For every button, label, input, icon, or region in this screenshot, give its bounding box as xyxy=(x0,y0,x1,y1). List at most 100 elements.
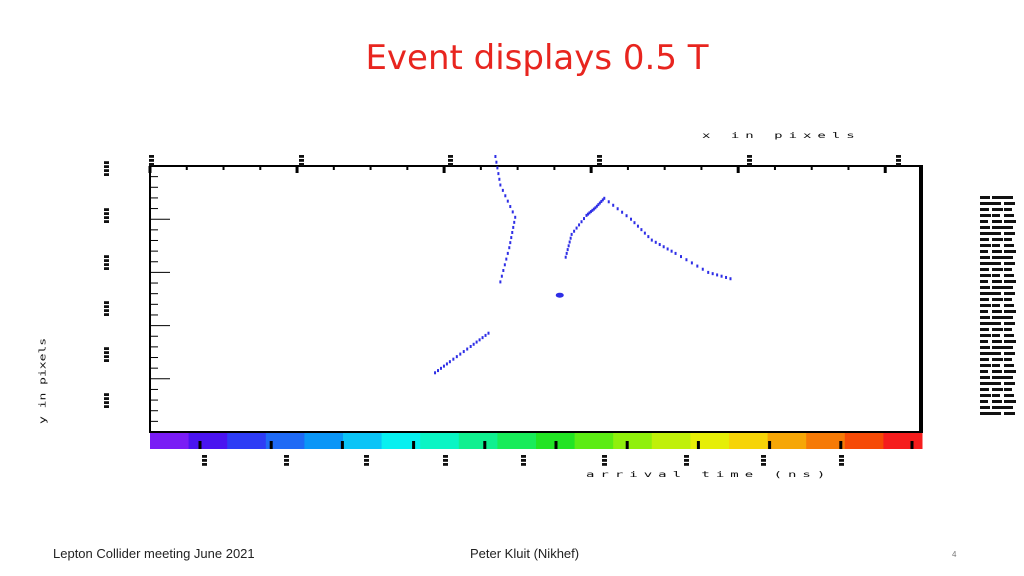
side-info-glyph xyxy=(980,280,988,283)
track-hit xyxy=(462,350,465,354)
track-hit xyxy=(475,340,478,344)
side-info-glyph xyxy=(1004,304,1014,307)
track-hit xyxy=(707,270,710,274)
side-info-glyph xyxy=(1004,298,1012,301)
track-hit xyxy=(633,221,636,225)
color-scale-tick-label xyxy=(761,455,766,466)
track-hit xyxy=(487,331,490,335)
track-hit xyxy=(583,217,586,221)
side-info-glyph xyxy=(992,370,1002,373)
track-hit xyxy=(564,255,567,259)
side-info-glyph xyxy=(980,238,989,241)
side-info-glyph xyxy=(980,304,991,307)
tick-label-glyph xyxy=(747,159,752,162)
tick-label-glyph xyxy=(104,301,109,304)
color-scale-segment xyxy=(844,433,884,449)
side-info-glyph xyxy=(1004,400,1016,403)
track-hit xyxy=(500,274,503,278)
color-scale-segment xyxy=(690,433,730,449)
side-info-glyph xyxy=(980,256,990,259)
side-info-glyph xyxy=(980,316,990,319)
side-info-glyph xyxy=(980,262,992,265)
color-scale-tick-label xyxy=(284,455,289,466)
tick-label-glyph xyxy=(521,463,526,466)
footer-meeting: Lepton Collider meeting June 2021 xyxy=(53,546,255,561)
color-scale-segment xyxy=(227,433,267,449)
side-info-glyph xyxy=(992,304,1000,307)
side-info-glyph xyxy=(1004,310,1016,313)
side-info-glyph xyxy=(1004,268,1012,271)
track-hit xyxy=(504,194,507,198)
side-info-glyph xyxy=(1004,370,1016,373)
tick-label-glyph xyxy=(104,173,109,176)
track-hit xyxy=(508,246,511,250)
tick-label-glyph xyxy=(896,159,901,162)
tick-label-glyph xyxy=(443,455,448,458)
side-info-glyph xyxy=(992,340,1002,343)
track-hit xyxy=(725,275,728,279)
tick-label-glyph xyxy=(896,155,901,158)
track-hit xyxy=(452,357,455,361)
tick-label-glyph xyxy=(684,463,689,466)
track-hit xyxy=(674,251,677,255)
track-hit xyxy=(575,226,578,230)
side-info-glyph xyxy=(980,406,990,409)
track-hit xyxy=(621,210,624,214)
track-hit xyxy=(442,364,445,368)
track-hit xyxy=(650,238,653,242)
track-hit xyxy=(586,212,589,216)
track-hit xyxy=(679,255,682,259)
side-info-glyph xyxy=(1004,274,1014,277)
tick-label-glyph xyxy=(364,455,369,458)
tick-label-glyph xyxy=(104,313,109,316)
track-hit xyxy=(666,247,669,251)
side-info-glyph xyxy=(980,298,989,301)
top-axis-tick-label xyxy=(747,155,752,166)
track-hit xyxy=(720,274,723,278)
tick-label-glyph xyxy=(149,159,154,162)
tick-label-glyph xyxy=(104,165,109,168)
side-info-glyph xyxy=(980,292,992,295)
track-hit xyxy=(591,208,594,212)
track-hit xyxy=(501,188,504,192)
side-info-glyph xyxy=(992,298,1003,301)
side-info-glyph xyxy=(980,370,988,373)
side-info-glyph xyxy=(980,322,992,325)
side-info-glyph xyxy=(992,292,1001,295)
track-hit xyxy=(601,198,604,202)
track-hit xyxy=(580,220,583,224)
side-info-glyph xyxy=(992,238,1003,241)
track-hit xyxy=(578,223,581,227)
side-info-glyph xyxy=(1004,328,1012,331)
track-hit xyxy=(603,196,606,200)
side-info-glyph xyxy=(1004,238,1012,241)
color-scale-tick-label xyxy=(521,455,526,466)
side-info-glyph xyxy=(992,346,1004,349)
side-info-glyph xyxy=(980,382,992,385)
side-info-glyph xyxy=(980,220,988,223)
side-info-glyph xyxy=(992,310,1002,313)
side-info-glyph xyxy=(992,256,1004,259)
tick-label-glyph xyxy=(284,459,289,462)
top-axis-tick-label xyxy=(448,155,453,166)
side-info-glyph xyxy=(992,274,1000,277)
side-info-glyph xyxy=(1004,340,1016,343)
track-hit xyxy=(658,243,661,247)
color-scale-segment xyxy=(767,433,807,449)
side-info-glyph xyxy=(980,244,991,247)
tick-label-glyph xyxy=(104,212,109,215)
side-info-glyph xyxy=(992,334,1000,337)
tick-label-glyph xyxy=(761,455,766,458)
side-info-glyph xyxy=(1004,316,1013,319)
track-hit xyxy=(592,207,595,211)
track-hit xyxy=(662,245,665,249)
track-hit xyxy=(514,215,517,219)
color-scale-segment xyxy=(651,433,691,449)
track-hit xyxy=(445,362,448,366)
track-hit xyxy=(495,160,498,164)
track-hit xyxy=(434,371,437,375)
side-info-glyph xyxy=(1004,346,1013,349)
track-hit xyxy=(506,251,509,255)
tick-label-glyph xyxy=(202,459,207,462)
page-number: 4 xyxy=(952,550,957,559)
